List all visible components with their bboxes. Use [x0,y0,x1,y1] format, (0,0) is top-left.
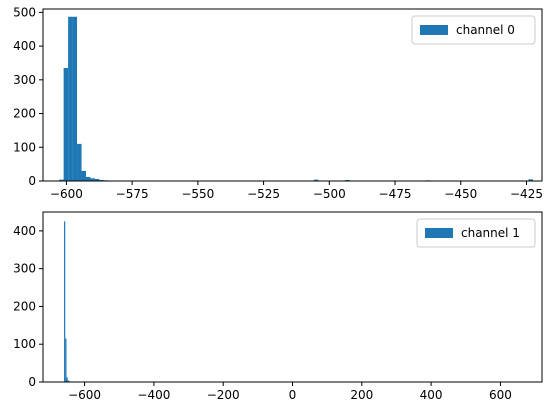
histogram-bar [72,16,78,182]
x-tick-label: −600 [68,388,101,402]
x-tick-label: −425 [510,187,543,201]
legend-label: channel 0 [456,23,515,37]
histogram-channel-1: −600 −400 −200 0 200 400 600 0 100 200 300 400 chann… [13,211,543,402]
x-tick-label: −550 [181,187,214,201]
histogram-bar [66,377,68,382]
x-tick-label: 400 [420,388,443,402]
histogram-bar [77,143,82,181]
legend [416,218,536,248]
histogram-channel-0: −600 −575 −550 −525 −500 −475 −450 −425 0 100 200 3… [13,5,543,201]
y-tick-label: 200 [13,107,36,121]
x-tick-label: −600 [50,187,83,201]
histogram-bar [99,179,104,181]
x-tick-label: 0 [289,388,297,402]
legend [411,15,536,45]
histogram-bar [313,179,319,181]
legend-swatch [425,228,453,238]
y-tick-label: 200 [13,299,36,313]
legend-swatch [420,25,448,35]
histogram-bar [63,68,69,181]
legend-label: channel 1 [461,226,520,240]
x-tick-label: −200 [207,388,240,402]
histogram-bar [81,170,86,181]
x-tick-label: −500 [313,187,346,201]
y-tick-label: 500 [13,5,36,19]
y-tick-label: 0 [28,375,36,389]
x-tick-label: −525 [247,187,280,201]
y-tick-label: 100 [13,337,36,351]
histogram-bar [65,338,67,382]
x-tick-label: 600 [489,388,512,402]
histogram-bar [345,179,350,181]
histogram-bar [90,178,95,181]
histogram-bar [94,178,100,181]
x-tick-label: −575 [116,187,149,201]
x-tick-label: −450 [444,187,477,201]
y-tick-label: 400 [13,39,36,53]
histogram-bar [59,179,64,181]
x-tick-label: −400 [137,388,170,402]
y-tick-label: 300 [13,262,36,276]
histogram-bar [68,16,73,182]
y-tick-label: 100 [13,140,36,154]
axes-frame [42,8,543,182]
histogram-bar [85,176,91,181]
histogram-bar [64,221,66,382]
y-tick-label: 0 [28,174,36,188]
x-tick-label: 200 [350,388,373,402]
x-tick-label: −475 [379,187,412,201]
histogram-bar [528,179,533,181]
y-tick-label: 400 [13,224,36,238]
y-tick-label: 300 [13,73,36,87]
histogram-bar [67,380,69,382]
